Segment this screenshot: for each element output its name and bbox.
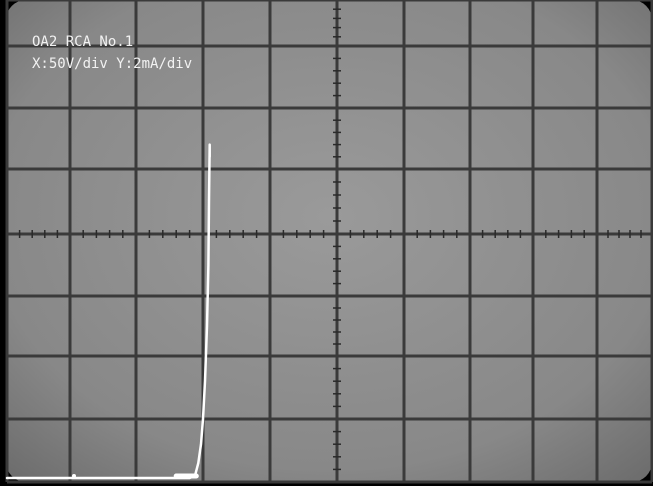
trace-point bbox=[207, 264, 210, 266]
trace-point bbox=[202, 418, 204, 420]
trace-point bbox=[208, 143, 211, 146]
crt-screen bbox=[6, 0, 652, 482]
chart-subtitle: X:50V/div Y:2mA/div bbox=[32, 56, 192, 72]
trace-layer bbox=[5, 143, 211, 480]
spot-dot bbox=[72, 474, 76, 478]
trace-point bbox=[208, 156, 211, 158]
trace-point bbox=[197, 462, 200, 464]
trace-point bbox=[208, 200, 210, 203]
trace-point bbox=[206, 325, 208, 327]
trace-point bbox=[200, 443, 202, 446]
trace-point bbox=[194, 474, 196, 477]
graticule-grid bbox=[5, 0, 653, 484]
graticule-ticks bbox=[18, 8, 642, 471]
trace-point bbox=[168, 477, 171, 479]
trace-point bbox=[204, 380, 206, 383]
trace-point bbox=[188, 477, 191, 479]
trace-point bbox=[6, 477, 8, 479]
chart-title: OA2 RCA No.1 bbox=[32, 34, 133, 50]
